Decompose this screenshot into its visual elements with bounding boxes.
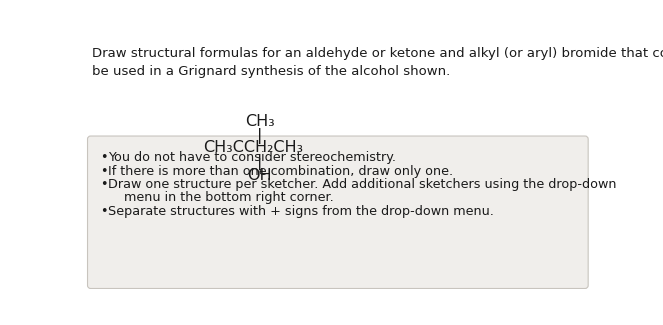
Text: •: • [100,151,107,164]
Text: |: | [257,154,263,170]
Text: |: | [257,127,263,144]
Text: If there is more than one combination, draw only one.: If there is more than one combination, d… [107,164,453,177]
Text: You do not have to consider stereochemistry.: You do not have to consider stereochemis… [107,151,396,164]
Text: Separate structures with + signs from the drop-down menu.: Separate structures with + signs from th… [107,204,493,217]
FancyBboxPatch shape [88,136,588,289]
Text: Draw one structure per sketcher. Add additional sketchers using the drop-down: Draw one structure per sketcher. Add add… [107,178,616,191]
Text: CH₃: CH₃ [245,114,274,129]
Text: Draw structural formulas for an aldehyde or ketone and alkyl (or aryl) bromide t: Draw structural formulas for an aldehyde… [92,47,663,78]
Text: •: • [100,204,107,217]
Text: menu in the bottom right corner.: menu in the bottom right corner. [107,191,333,204]
Text: CH₃CCH₂CH₃: CH₃CCH₂CH₃ [204,140,304,155]
Text: •: • [100,164,107,177]
Text: OH: OH [247,168,272,183]
Text: •: • [100,178,107,191]
